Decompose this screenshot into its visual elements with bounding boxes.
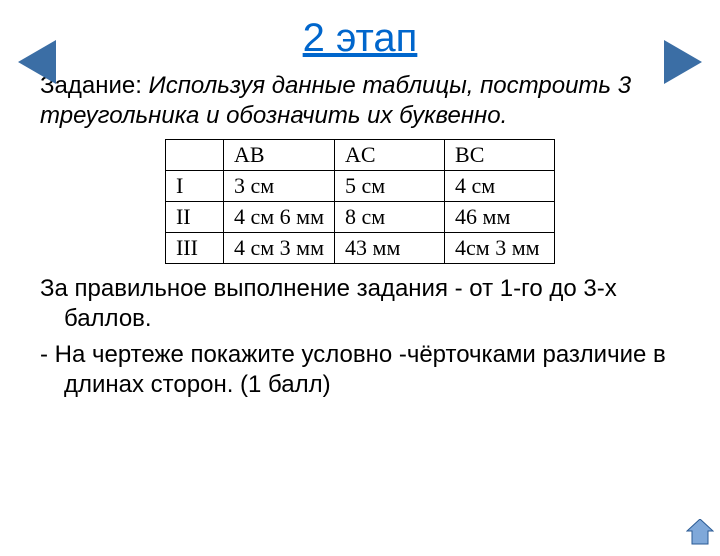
table-cell: 8 см bbox=[335, 202, 445, 233]
table-cell: 4 см bbox=[445, 171, 555, 202]
nav-prev-arrow[interactable] bbox=[18, 40, 56, 84]
row-header: I bbox=[165, 171, 223, 202]
data-table: ABACBCI3 см5 см4 смII4 см 6 мм8 см46 ммI… bbox=[165, 139, 555, 264]
table-cell: 4см 3 мм bbox=[445, 233, 555, 264]
table-cell: 4 см 3 мм bbox=[223, 233, 334, 264]
instruction-text: - На чертеже покажите условно -чёрточкам… bbox=[40, 340, 684, 400]
row-header: II bbox=[165, 202, 223, 233]
col-header: AC bbox=[335, 140, 445, 171]
nav-next-arrow[interactable] bbox=[664, 40, 702, 84]
row-header: III bbox=[165, 233, 223, 264]
table-cell: 4 см 6 мм bbox=[223, 202, 334, 233]
table-cell: 43 мм bbox=[335, 233, 445, 264]
nav-home-button[interactable] bbox=[686, 519, 714, 550]
table-row: II4 см 6 мм8 см46 мм bbox=[165, 202, 554, 233]
data-table-container: ABACBCI3 см5 см4 смII4 см 6 мм8 см46 ммI… bbox=[0, 139, 720, 264]
col-header: AB bbox=[223, 140, 334, 171]
task-label: Задание: bbox=[40, 72, 149, 99]
page-title: 2 этап bbox=[0, 16, 720, 61]
table-row: III4 см 3 мм43 мм4см 3 мм bbox=[165, 233, 554, 264]
col-header-blank bbox=[165, 140, 223, 171]
col-header: BC bbox=[445, 140, 555, 171]
table-row: I3 см5 см4 см bbox=[165, 171, 554, 202]
table-cell: 5 см bbox=[335, 171, 445, 202]
task-text: Задание: Используя данные таблицы, постр… bbox=[40, 71, 684, 131]
table-cell: 3 см bbox=[223, 171, 334, 202]
scoring-text: За правильное выполнение задания - от 1-… bbox=[40, 274, 684, 334]
table-cell: 46 мм bbox=[445, 202, 555, 233]
